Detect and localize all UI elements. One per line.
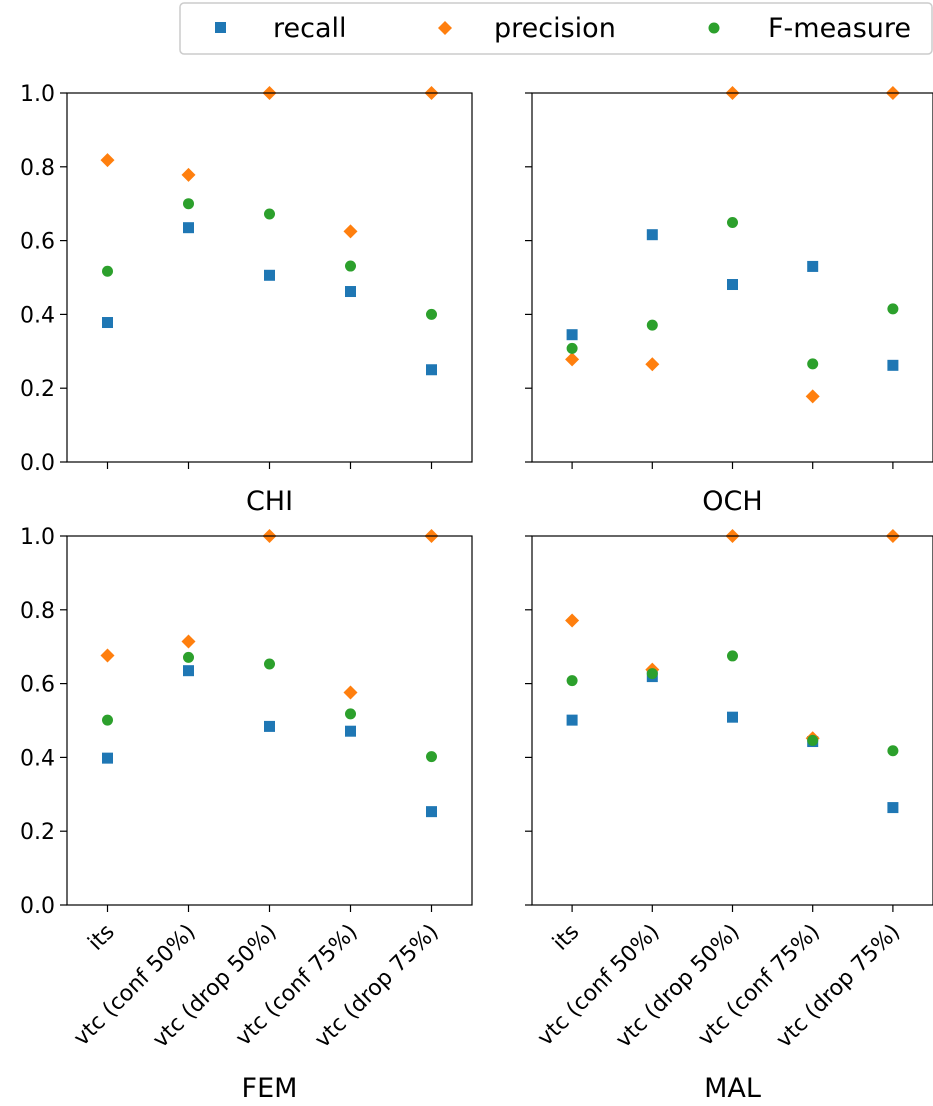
fem-point-f-measure (183, 651, 194, 663)
mal-point-precision (565, 613, 580, 628)
och-point-f-measure (887, 303, 899, 315)
chi-point-f-measure (264, 208, 275, 220)
fem-point-recall (264, 720, 275, 732)
chi-point-recall (426, 364, 437, 376)
panel-chi: 0.0 0.2 0.4 0.6 0.8 1.0 CHI (20, 82, 473, 517)
panel-mal-title: MAL (704, 1073, 761, 1104)
chi-ytick-label: 0.0 (20, 451, 55, 476)
legend-entry-precision: precision (438, 13, 616, 44)
legend-marker-precision (438, 21, 452, 35)
och-point-precision (565, 352, 580, 367)
fem-point-recall (102, 752, 113, 764)
fem-xtick-label: its (84, 920, 120, 956)
fem-point-recall (183, 665, 194, 677)
fem-point-recall (345, 725, 356, 737)
panel-chi-y-axis: 0.0 0.2 0.4 0.6 0.8 1.0 (20, 82, 67, 476)
mal-point-f-measure (887, 745, 899, 757)
mal-point-recall (566, 714, 578, 726)
legend-marker-recall (215, 22, 226, 33)
chi-point-f-measure (345, 260, 356, 272)
panel-fem-marks (100, 529, 439, 818)
och-point-recall (566, 329, 578, 341)
fem-point-precision (100, 648, 115, 663)
panel-och-y-axis (525, 92, 532, 463)
fem-point-precision (343, 685, 358, 700)
fem-ytick-label: 0.0 (20, 894, 55, 919)
och-point-recall (646, 229, 658, 241)
mal-point-recall (887, 802, 899, 814)
chi-point-f-measure (426, 308, 437, 320)
fem-point-f-measure (426, 751, 437, 763)
panel-och-title: OCH (702, 486, 762, 517)
chi-ytick-label: 0.8 (20, 156, 55, 181)
panel-och: OCH (525, 86, 933, 517)
fem-point-precision (181, 634, 196, 649)
fem-ytick-label: 0.8 (20, 599, 55, 624)
chi-ytick-label: 0.6 (20, 230, 55, 255)
och-point-precision (645, 357, 660, 372)
mal-point-f-measure (807, 734, 819, 746)
och-point-precision (805, 389, 820, 404)
chi-point-recall (264, 269, 275, 281)
och-point-recall (807, 260, 819, 272)
mal-point-f-measure (566, 675, 578, 687)
chi-point-recall (345, 286, 356, 298)
legend-frame (179, 2, 933, 55)
legend-marker-f-measure (708, 22, 720, 34)
panel-mal-y-axis (525, 535, 532, 906)
chi-ytick-label: 1.0 (20, 82, 55, 107)
panel-och-marks (565, 86, 900, 404)
legend-entry-recall: recall (215, 13, 347, 44)
fem-point-f-measure (264, 658, 275, 670)
chi-point-precision (100, 153, 115, 168)
legend-label-recall: recall (273, 13, 347, 44)
panel-och-frame (531, 92, 933, 463)
panel-chi-x-axis (106, 462, 433, 469)
och-point-f-measure (807, 358, 819, 370)
fem-ytick-label: 0.4 (20, 746, 55, 771)
fem-point-f-measure (102, 714, 113, 726)
fem-ytick-label: 0.6 (20, 673, 55, 698)
panel-fem-frame (66, 535, 473, 906)
mal-point-recall (727, 711, 738, 723)
panel-mal-marks (565, 529, 900, 814)
mal-point-f-measure (646, 668, 658, 680)
panel-chi-title: CHI (246, 486, 293, 517)
panel-fem-y-axis: 0.0 0.2 0.4 0.6 0.8 1.0 (20, 525, 67, 919)
panel-och-x-axis (571, 462, 894, 469)
panel-chi-marks (100, 86, 439, 376)
chi-point-precision (343, 224, 358, 239)
legend-label-precision: precision (494, 13, 616, 44)
och-point-recall (887, 359, 899, 371)
chi-point-f-measure (183, 198, 194, 210)
fem-ytick-label: 0.2 (20, 820, 55, 845)
och-point-f-measure (566, 342, 578, 354)
legend-entry-f-measure: F-measure (708, 13, 911, 44)
chi-ytick-label: 0.4 (20, 303, 55, 328)
chi-point-precision (181, 167, 196, 182)
och-point-f-measure (727, 217, 738, 229)
mal-xtick-label: its (548, 920, 584, 956)
legend-label-f-measure: F-measure (768, 13, 911, 44)
fem-point-recall (426, 806, 437, 818)
chi-point-f-measure (102, 265, 113, 277)
chi-point-recall (102, 317, 113, 329)
fem-ytick-label: 1.0 (20, 525, 55, 550)
panel-fem-title: FEM (242, 1073, 298, 1104)
chi-point-recall (183, 222, 194, 234)
fem-point-f-measure (345, 708, 356, 720)
legend: recall precision F-measure (179, 2, 933, 55)
chi-ytick-label: 0.2 (20, 377, 55, 402)
och-point-f-measure (646, 319, 658, 331)
och-point-recall (727, 279, 738, 291)
mal-point-f-measure (727, 650, 738, 662)
